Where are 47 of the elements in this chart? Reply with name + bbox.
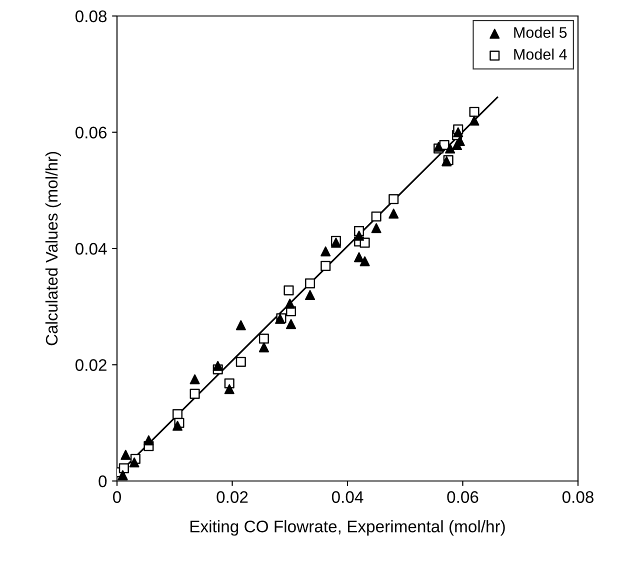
point bbox=[118, 470, 128, 480]
point bbox=[190, 388, 200, 399]
x-axis-title: Exiting CO Flowrate, Experimental (mol/hr) bbox=[190, 520, 505, 536]
point bbox=[236, 356, 246, 367]
point bbox=[258, 334, 269, 344]
y-tick-label: 0.08 bbox=[75, 10, 107, 22]
point bbox=[388, 208, 399, 219]
x-tick-label: 0.06 bbox=[447, 491, 478, 503]
x-tick-label: 0.02 bbox=[216, 491, 248, 503]
point bbox=[469, 106, 480, 117]
point bbox=[388, 194, 399, 204]
point bbox=[371, 212, 382, 222]
point bbox=[360, 256, 370, 266]
y-tick-label: 0.06 bbox=[75, 126, 107, 138]
point bbox=[354, 252, 364, 262]
point bbox=[284, 298, 295, 309]
y-tick-label: 0.04 bbox=[75, 242, 107, 255]
point bbox=[144, 435, 154, 446]
point bbox=[120, 450, 131, 460]
legend-label: Model 4 bbox=[514, 48, 567, 60]
point bbox=[320, 260, 331, 271]
point bbox=[236, 320, 246, 330]
x-tick-label: 0.08 bbox=[562, 491, 594, 503]
y-tick-label: 0 bbox=[98, 475, 107, 488]
point bbox=[258, 342, 269, 352]
point bbox=[172, 409, 183, 420]
point bbox=[305, 278, 316, 288]
point bbox=[172, 420, 183, 431]
point bbox=[445, 144, 456, 154]
legend-label: Model 5 bbox=[514, 26, 567, 38]
point bbox=[320, 246, 331, 256]
point bbox=[469, 116, 480, 126]
y-axis-title: Calculated Values (mol/hr) bbox=[45, 152, 61, 346]
point bbox=[453, 127, 464, 138]
point bbox=[118, 463, 129, 474]
point bbox=[286, 319, 296, 330]
point bbox=[305, 290, 316, 300]
point bbox=[224, 384, 234, 394]
point bbox=[212, 360, 223, 371]
y-tick-label: 0.02 bbox=[75, 359, 106, 371]
x-tick-label: 0.04 bbox=[332, 491, 364, 503]
point bbox=[129, 457, 140, 468]
point bbox=[190, 374, 200, 384]
point bbox=[371, 223, 382, 234]
x-tick-label: 0 bbox=[113, 491, 121, 503]
point bbox=[354, 230, 364, 241]
point bbox=[284, 285, 294, 296]
